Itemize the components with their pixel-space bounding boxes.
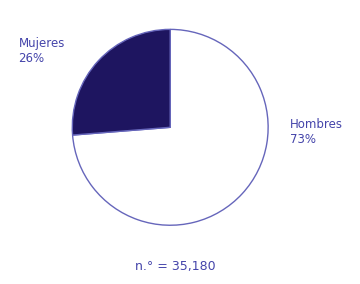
Wedge shape [73, 29, 268, 225]
Text: Mujeres
26%: Mujeres 26% [18, 37, 65, 65]
Text: n.° = 35,180: n.° = 35,180 [135, 260, 215, 273]
Wedge shape [72, 29, 170, 135]
Text: Hombres
73%: Hombres 73% [290, 118, 343, 146]
